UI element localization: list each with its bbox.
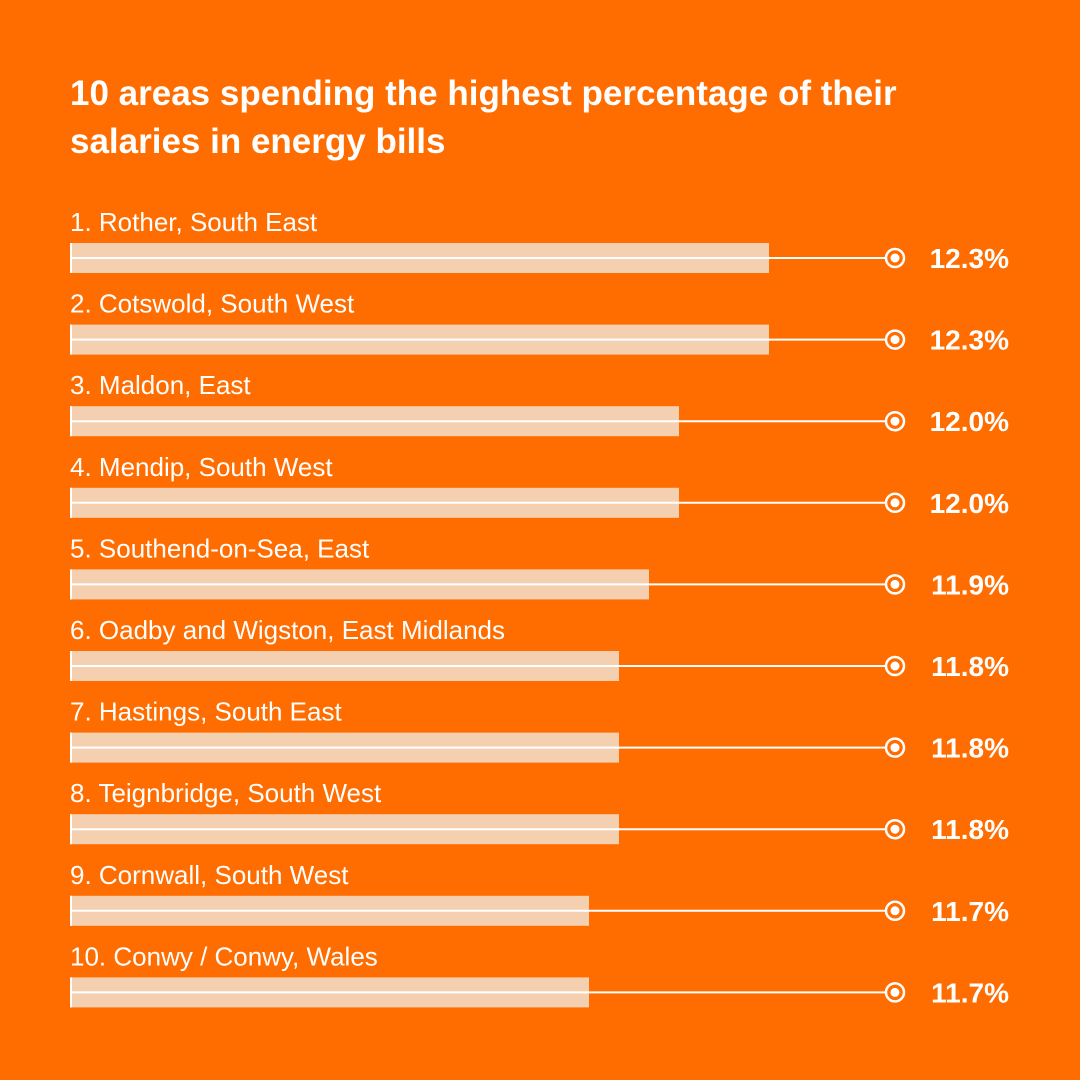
marker-dot-icon: [890, 416, 900, 426]
value-label: 12.3%: [930, 325, 1009, 356]
category-label: 6. Oadby and Wigston, East Midlands: [70, 615, 505, 645]
marker-dot-icon: [890, 335, 900, 345]
value-label: 12.0%: [930, 406, 1009, 437]
value-label: 11.8%: [931, 814, 1009, 845]
value-label: 12.3%: [930, 243, 1009, 274]
marker-ring-icon: [884, 410, 906, 432]
marker-ring-icon: [884, 492, 906, 514]
marker-ring-icon: [884, 737, 906, 758]
category-label: 3. Maldon, East: [70, 370, 251, 400]
category-label: 9. Cornwall, South West: [70, 860, 349, 890]
marker-ring-icon: [884, 655, 906, 677]
marker-ring-icon: [884, 818, 906, 840]
value-label: 11.8%: [931, 733, 1009, 764]
category-label: 1. Rother, South East: [70, 207, 318, 237]
category-label: 8. Teignbridge, South West: [70, 778, 382, 808]
marker-ring-icon: [884, 900, 906, 922]
marker-dot-icon: [890, 253, 900, 263]
marker-dot-icon: [890, 987, 900, 997]
marker-dot-icon: [890, 498, 900, 508]
category-label: 7. Hastings, South East: [70, 697, 342, 727]
marker-dot-icon: [890, 579, 900, 589]
marker-ring-icon: [884, 574, 906, 595]
marker-dot-icon: [890, 661, 900, 671]
marker-dot-icon: [890, 906, 900, 916]
marker-dot-icon: [890, 743, 900, 753]
category-label: 4. Mendip, South West: [70, 452, 333, 482]
value-label: 11.7%: [931, 977, 1009, 1008]
value-label: 11.8%: [931, 651, 1009, 682]
value-label: 12.0%: [930, 488, 1009, 519]
marker-ring-icon: [884, 982, 906, 1003]
value-label: 11.9%: [931, 569, 1009, 600]
value-label: 11.7%: [931, 896, 1009, 927]
marker-ring-icon: [884, 247, 906, 269]
category-label: 10. Conwy / Conwy, Wales: [70, 941, 378, 971]
category-label: 2. Cotswold, South West: [70, 289, 355, 319]
marker-ring-icon: [884, 329, 906, 350]
category-label: 5. Southend-on-Sea, East: [70, 533, 370, 563]
chart-title: 10 areas spending the highest percentage…: [70, 74, 897, 161]
marker-dot-icon: [890, 824, 900, 834]
